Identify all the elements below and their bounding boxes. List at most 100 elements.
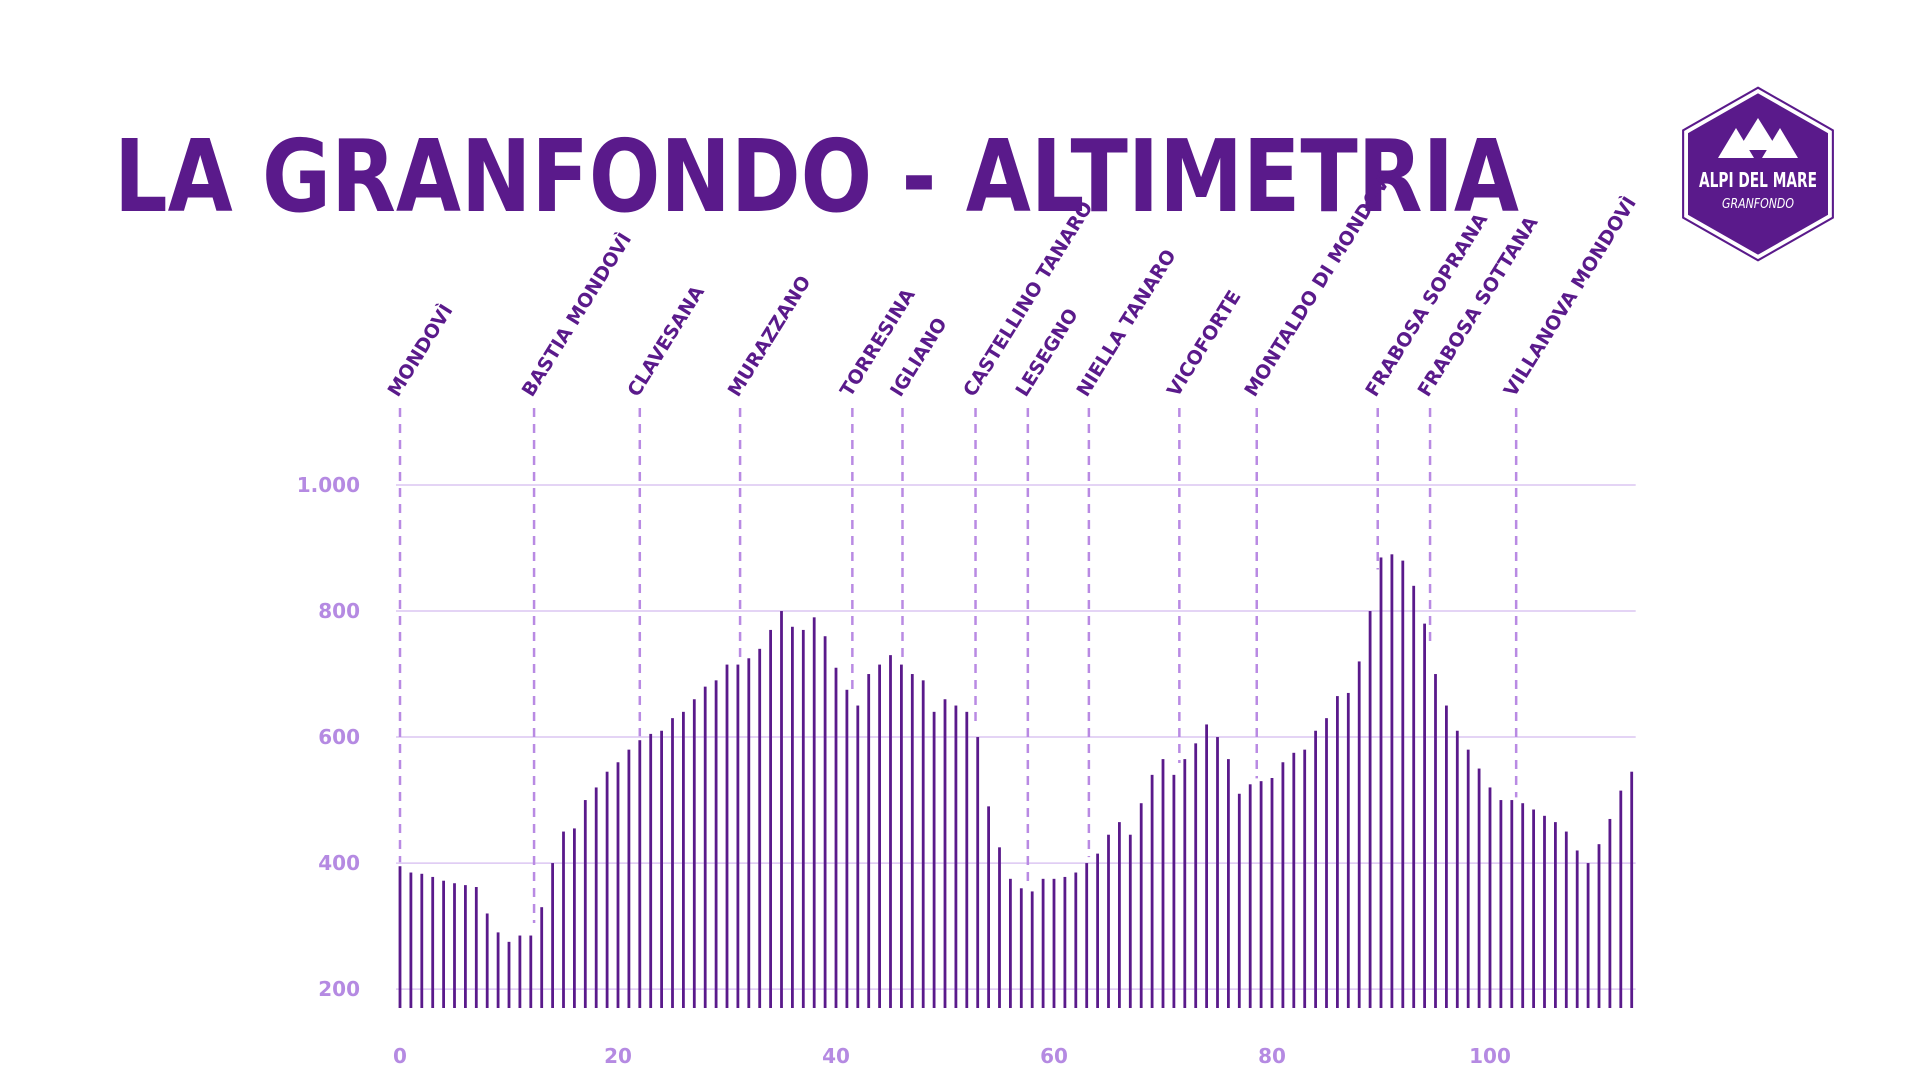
bar [889, 655, 892, 1008]
bar [660, 730, 663, 1008]
x-tick-label: 80 [1258, 1044, 1286, 1068]
bar [1150, 774, 1154, 1008]
bar [464, 885, 467, 1008]
bar [1423, 623, 1426, 1008]
x-tick-label: 60 [1040, 1044, 1068, 1068]
bar [573, 828, 576, 1008]
bar [692, 699, 696, 1008]
bar [1281, 762, 1285, 1008]
bar [1368, 611, 1372, 1008]
bar [780, 611, 783, 1008]
bar [1445, 705, 1448, 1008]
bar [1227, 759, 1230, 1008]
bar [1063, 876, 1067, 1008]
bar [1096, 853, 1099, 1008]
bar [1466, 749, 1470, 1008]
bar [1477, 768, 1481, 1008]
bar [965, 711, 969, 1008]
bar [910, 674, 914, 1008]
bar [725, 664, 729, 1008]
bar [453, 883, 456, 1008]
bar [1194, 743, 1198, 1008]
bar [1139, 803, 1143, 1008]
bar [1237, 793, 1241, 1008]
bar [1161, 759, 1165, 1008]
bar [420, 873, 424, 1008]
bar [1118, 822, 1121, 1008]
bar [1270, 778, 1274, 1008]
bar [1401, 560, 1405, 1008]
bar [1357, 661, 1361, 1008]
bar [1336, 696, 1339, 1008]
y-tick-label: 1.000 [297, 473, 360, 497]
bar [1074, 872, 1078, 1008]
x-tick-label: 40 [822, 1044, 850, 1068]
bar [1248, 784, 1252, 1008]
bar [1597, 844, 1601, 1008]
bar [900, 664, 903, 1008]
logo: ALPI DEL MARE GRANFONDO [1682, 86, 1834, 262]
logo-subtext: GRANFONDO [1722, 197, 1794, 212]
bar [1325, 718, 1328, 1008]
bar [1510, 800, 1514, 1008]
bar [562, 831, 565, 1008]
bar [1499, 800, 1503, 1008]
bar [1172, 774, 1176, 1008]
bar [791, 626, 794, 1008]
bar [1041, 878, 1045, 1008]
town-label: MONDOVÌ [383, 300, 458, 401]
bar [1019, 888, 1023, 1008]
bar [1575, 850, 1579, 1008]
bar [485, 913, 489, 1008]
bar [845, 689, 849, 1008]
bar [1346, 692, 1350, 1008]
bar [551, 863, 554, 1008]
logo-mountain [1762, 128, 1798, 158]
y-tick-label: 800 [318, 599, 360, 623]
bar [1608, 818, 1612, 1008]
bar [474, 887, 478, 1008]
x-tick-label: 100 [1469, 1044, 1511, 1068]
bar [1085, 863, 1089, 1008]
bar [1434, 674, 1437, 1008]
bar [638, 740, 642, 1008]
bar [1052, 878, 1056, 1008]
bar [801, 629, 805, 1008]
bar [1216, 737, 1219, 1008]
town-label: NIELLA TANARO [1072, 246, 1180, 401]
logo-hexagon [1684, 88, 1832, 260]
bar [431, 876, 435, 1008]
bar [1554, 822, 1557, 1008]
bar [540, 907, 544, 1008]
town-label: MURAZZANO [724, 272, 816, 401]
bar [1521, 803, 1525, 1008]
logo-outline [1682, 86, 1834, 262]
bar [987, 806, 990, 1008]
bar [682, 711, 685, 1008]
bar [1128, 834, 1132, 1008]
y-tick-label: 600 [318, 725, 360, 749]
bar [496, 932, 500, 1008]
bar [834, 667, 838, 1008]
bar [943, 699, 947, 1008]
logo-mountain [1738, 118, 1778, 150]
bar [398, 866, 402, 1008]
bar [954, 705, 958, 1008]
bar [823, 636, 827, 1008]
bar [583, 800, 587, 1008]
y-tick-label: 200 [318, 977, 360, 1001]
bar [932, 711, 936, 1008]
bar [442, 880, 445, 1008]
town-label: CLAVESANA [623, 282, 709, 401]
y-tick-label: 400 [318, 851, 360, 875]
bar [921, 680, 925, 1008]
bar [703, 686, 707, 1008]
chart-title: LA GRANFONDO - ALTIMETRIA [114, 118, 1519, 235]
bar [518, 935, 522, 1008]
bar [1390, 554, 1394, 1008]
bar [1586, 863, 1590, 1008]
bar [1619, 790, 1623, 1008]
bar [1412, 585, 1416, 1008]
bar [1009, 878, 1012, 1008]
